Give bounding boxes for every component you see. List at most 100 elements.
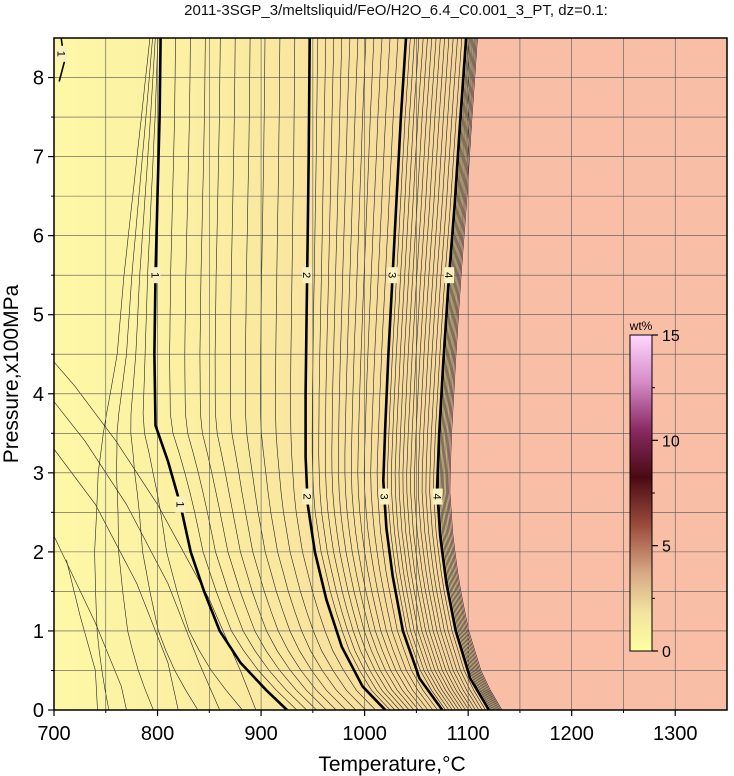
colorbar-tick-label: 15	[662, 328, 680, 345]
thin-contour	[398, 38, 456, 710]
contour-label-text: 1	[173, 501, 185, 507]
y-tick-label: 6	[33, 226, 44, 248]
y-tick-label: 7	[33, 147, 44, 169]
thin-contour	[370, 38, 434, 710]
thin-contour	[402, 38, 460, 710]
x-axis-ticks: 700 800 900 1000 1100 1200 1300	[37, 710, 697, 745]
colorbar-ticks: 0 5 10 15	[652, 328, 680, 661]
thin-contour	[387, 38, 446, 710]
thin-contour	[351, 38, 419, 710]
thin-contour	[390, 38, 450, 710]
contour-label: 4	[442, 267, 455, 284]
contour-label: 3	[386, 267, 398, 284]
thin-contour	[448, 38, 501, 710]
contour-label: 4	[431, 488, 443, 505]
thin-contour	[94, 38, 151, 710]
y-axis-ticks: 0 1 2 3 4 5 6 7 8	[33, 68, 54, 722]
contour-label-text: 3	[386, 272, 398, 278]
contour-label-background	[302, 267, 313, 284]
thin-contour	[290, 38, 376, 710]
labeled-contour-lines: 1 1 1 2 2 3 3 4 4	[54, 38, 491, 710]
x-tick-label: 700	[37, 723, 70, 745]
liquid-absent-region	[446, 38, 727, 710]
thin-contour	[445, 38, 499, 710]
thin-contour	[338, 38, 410, 710]
colorbar-unit: wt%	[629, 319, 653, 333]
thin-contour	[344, 38, 415, 710]
contour-label: 2	[300, 488, 313, 505]
contour-label-text: 1	[148, 272, 160, 278]
y-tick-label: 8	[33, 68, 44, 90]
thin-contour	[439, 38, 492, 710]
thin-contour	[376, 38, 438, 710]
thin-contour	[318, 38, 396, 710]
thin-contour	[116, 38, 154, 710]
y-tick-label: 3	[33, 463, 44, 485]
colorbar: wt% 0 5 10 15	[629, 319, 680, 661]
thin-contour	[230, 38, 337, 710]
y-axis-label: Pressure,x100MPa	[0, 284, 23, 463]
thin-contour	[324, 38, 400, 710]
thin-contour	[406, 38, 463, 710]
thin-contour	[54, 448, 179, 710]
thin-contour	[66, 559, 98, 710]
contour-label-background	[444, 267, 455, 284]
y-tick-label: 2	[33, 542, 44, 564]
contour-label-text: 4	[442, 272, 454, 278]
contour-label-background	[302, 488, 313, 505]
x-tick-label: 1200	[549, 723, 594, 745]
labeled-contour-line	[382, 38, 444, 710]
contour-label-background	[56, 45, 67, 62]
y-tick-label: 0	[33, 700, 44, 722]
thin-contour	[357, 38, 424, 710]
contour-label-background	[387, 267, 398, 284]
x-tick-label: 900	[244, 723, 277, 745]
thin-contour	[394, 38, 453, 710]
plot-area: 1 1 1 2 2 3 3 4 4	[54, 38, 727, 710]
grid-lines	[54, 38, 727, 710]
thin-contour	[414, 38, 470, 710]
contour-label-text: 1	[54, 51, 66, 57]
thin-contour	[449, 38, 503, 710]
contour-label-background	[379, 488, 390, 505]
contour-label-text: 3	[377, 493, 389, 499]
thin-contour	[363, 38, 429, 710]
thin-contour	[425, 38, 480, 710]
thin-contour	[184, 38, 307, 710]
thin-contour	[54, 535, 127, 710]
thin-contour	[433, 38, 486, 710]
thin-contour	[443, 38, 496, 710]
labeled-contour-line	[153, 38, 288, 710]
thin-contour	[260, 38, 357, 710]
contour-label: 1	[148, 267, 161, 284]
contour-label: 1	[54, 45, 67, 62]
contour-label-text: 2	[300, 272, 312, 278]
colorbar-tick-label: 0	[662, 644, 671, 661]
y-tick-label: 5	[33, 305, 44, 327]
colorbar-tick-label: 10	[662, 433, 680, 450]
y-tick-label: 4	[33, 384, 44, 406]
thin-contour	[331, 38, 405, 710]
contour-label-background	[150, 267, 161, 284]
thin-contour	[169, 38, 298, 710]
contour-label: 2	[300, 267, 313, 284]
x-tick-label: 1000	[342, 723, 387, 745]
colorbar-bar	[629, 334, 653, 652]
x-axis-label: Temperature,°C	[318, 753, 465, 776]
x-tick-label: 1300	[653, 723, 698, 745]
thin-contour	[421, 38, 476, 710]
thin-contour	[429, 38, 483, 710]
thin-contour	[440, 38, 494, 710]
thin-contour	[199, 38, 317, 710]
contour-label-text: 4	[431, 493, 443, 499]
thin-contour	[142, 38, 243, 710]
labeled-contour-line	[435, 38, 491, 710]
thin-contour	[418, 38, 473, 710]
chart-title: 2011-3SGP_3/meltsliquid/FeO/H2O_6.4_C0.0…	[184, 2, 608, 19]
thin-contour	[214, 38, 327, 710]
contour-label-background	[432, 488, 443, 505]
labeled-contour-line	[304, 38, 387, 710]
colorbar-tick-label: 5	[662, 539, 671, 556]
thin-contour	[245, 38, 347, 710]
